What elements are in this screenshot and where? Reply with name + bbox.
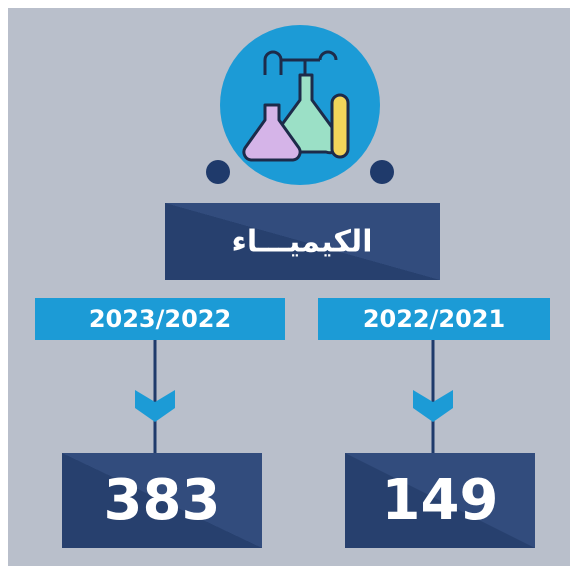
chevron [413, 390, 453, 422]
title: الكيميـــاء [232, 225, 373, 260]
flask-icon [242, 50, 350, 162]
value-box [345, 453, 535, 548]
year-label: 2022/2021 [363, 305, 505, 333]
dot [206, 160, 230, 184]
year-box [35, 298, 285, 340]
year-label: 2023/2022 [89, 305, 231, 333]
title-box [165, 203, 440, 280]
dot [370, 160, 394, 184]
value-box [62, 453, 262, 548]
year-box [318, 298, 550, 340]
value: 383 [104, 468, 221, 533]
value: 149 [382, 468, 499, 533]
chevron [135, 390, 175, 422]
